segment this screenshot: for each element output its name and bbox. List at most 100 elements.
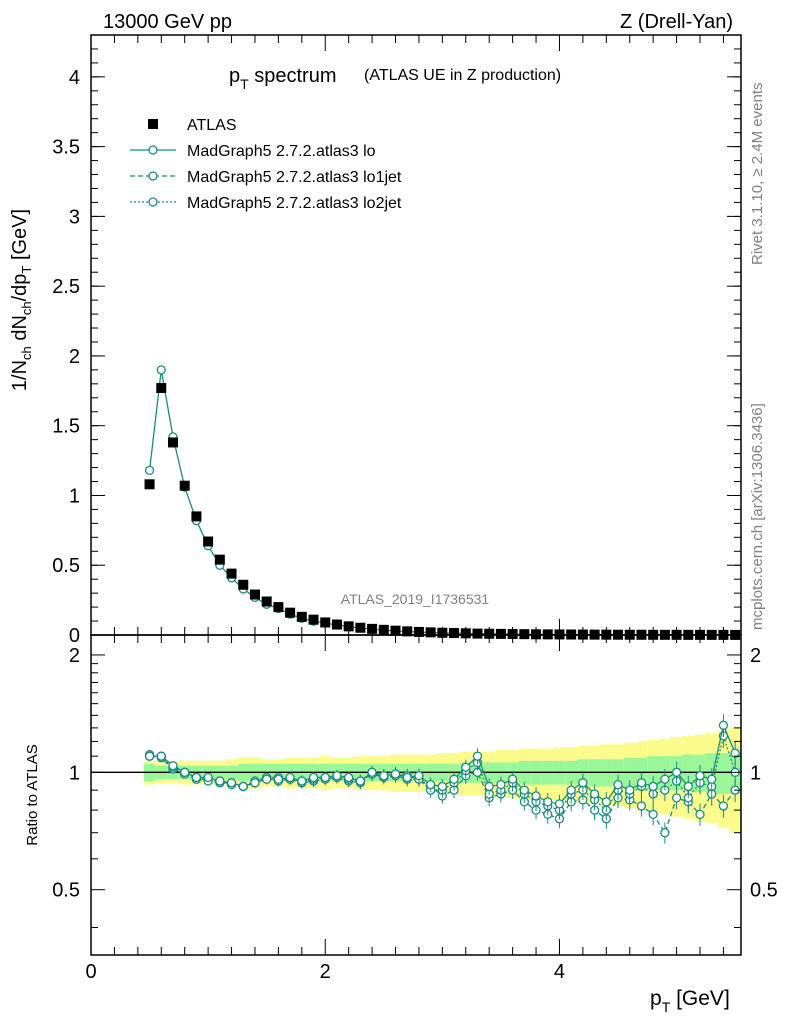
legend-marker-data <box>148 119 158 129</box>
atlas-data-point <box>449 628 460 639</box>
ratio-point <box>285 772 295 783</box>
header-right: Z (Drell-Yan) <box>620 11 733 33</box>
atlas-data-point <box>214 554 225 565</box>
ratio-point <box>273 774 284 784</box>
ratio-point <box>262 774 272 784</box>
atlas-data-point <box>355 622 366 633</box>
ratio-point <box>355 776 366 786</box>
band-inner <box>682 754 695 793</box>
ratio-point <box>660 774 670 784</box>
ratio-point <box>718 801 729 811</box>
x-axis-label-p: p <box>650 987 662 1010</box>
atlas-data-point <box>167 437 178 448</box>
atlas-data-point <box>343 621 354 632</box>
ratio-y-tick-label: 1 <box>69 762 80 784</box>
ratio-point <box>695 771 705 781</box>
ratio-point <box>144 751 155 761</box>
ratio-point <box>238 781 248 792</box>
ratio-point <box>332 771 342 781</box>
atlas-data-point <box>156 383 167 394</box>
mc-point <box>144 465 155 475</box>
atlas-data-point <box>378 624 389 635</box>
ratio-point <box>519 785 529 795</box>
x-axis-label: pT [GeV] <box>650 987 730 1015</box>
x-tick-label: 2 <box>320 961 331 983</box>
atlas-data-point <box>179 480 190 491</box>
ratio-point <box>367 767 377 777</box>
y-tick-label: 3.5 <box>52 137 80 159</box>
ratio-point <box>554 799 565 809</box>
ratio-y-tick-label: 0.5 <box>52 880 80 902</box>
legend-label: ATLAS <box>187 117 237 134</box>
analysis-watermark: ATLAS_2019_I1736531 <box>341 591 490 607</box>
title-sub: T <box>240 76 249 92</box>
ratio-point <box>531 791 541 801</box>
ratio-point <box>425 779 436 790</box>
y-tick-label: 3 <box>69 206 80 228</box>
ratio-point <box>648 781 658 792</box>
atlas-data-point <box>425 627 436 638</box>
title-p: p <box>229 65 240 87</box>
ratio-y-tick-label-right: 0.5 <box>750 880 778 902</box>
ratio-point <box>168 761 178 771</box>
ratio-point <box>203 772 213 783</box>
ratio-point <box>601 797 611 807</box>
ratio-point <box>390 769 401 779</box>
ratio-point <box>566 785 576 795</box>
ratio-point <box>320 772 330 783</box>
legend-marker-mc <box>148 145 158 155</box>
legend-label: MadGraph5 2.7.2.atlas3 lo <box>187 143 376 160</box>
ratio-point <box>671 793 682 803</box>
legend-label: MadGraph5 2.7.2.atlas3 lo2jet <box>187 195 402 212</box>
ratio-point <box>297 776 307 786</box>
atlas-data-point <box>402 626 413 637</box>
atlas-data-point <box>273 602 284 613</box>
band-inner <box>647 756 660 791</box>
ratio-panel-frame <box>90 634 742 956</box>
ratio-point <box>226 778 237 788</box>
y-tick-label: 2 <box>69 346 80 368</box>
ratio-point <box>414 771 424 781</box>
atlas-data-point <box>308 614 319 625</box>
ratio-point <box>472 751 483 761</box>
ratio-point <box>695 809 705 820</box>
x-axis-label-unit: [GeV] <box>670 987 730 1010</box>
ratio-point <box>156 751 166 761</box>
ratio-point <box>625 785 635 795</box>
header-left: 13000 GeV pp <box>103 11 232 33</box>
ratio-point <box>660 828 670 838</box>
ratio-point <box>215 776 225 786</box>
ratio-point <box>507 774 518 784</box>
legend-marker-mc <box>148 197 158 207</box>
chart-title-extra: (ATLAS UE in Z production) <box>364 67 561 84</box>
ratio-point <box>191 772 202 783</box>
ratio-point <box>379 771 389 781</box>
atlas-data-point <box>261 596 272 607</box>
x-axis-label-sub: T <box>662 999 671 1015</box>
ratio-y-tick-label: 2 <box>69 645 80 667</box>
mc-point <box>156 365 166 375</box>
atlas-data-point <box>203 536 214 547</box>
ratio-point <box>250 778 260 788</box>
ratio-point <box>636 778 647 788</box>
ratio-plot-area <box>91 714 741 844</box>
y-tick-label: 4 <box>69 67 80 89</box>
atlas-data-point <box>238 579 249 590</box>
rivet-label: Rivet 3.1.10, ≥ 2.4M events <box>749 83 766 266</box>
y-tick-label: 0 <box>69 625 80 647</box>
y-tick-label: 1.5 <box>52 416 80 438</box>
x-tick-label: 4 <box>554 961 565 983</box>
ratio-point <box>543 797 553 807</box>
ratio-point <box>648 809 658 820</box>
ratio-point <box>671 767 682 777</box>
ratio-y-tick-label-right: 2 <box>750 645 761 667</box>
ratio-point <box>636 801 647 811</box>
atlas-data-point <box>191 511 202 522</box>
chart-title: pT spectrum <box>229 65 337 92</box>
ratio-point <box>707 774 717 784</box>
ratio-point <box>180 767 190 777</box>
mcplots-label: mcplots.cern.ch [arXiv:1306.3436] <box>749 403 766 630</box>
ratio-point <box>344 772 354 783</box>
band-inner <box>623 757 636 789</box>
title-rest: spectrum <box>249 65 337 87</box>
